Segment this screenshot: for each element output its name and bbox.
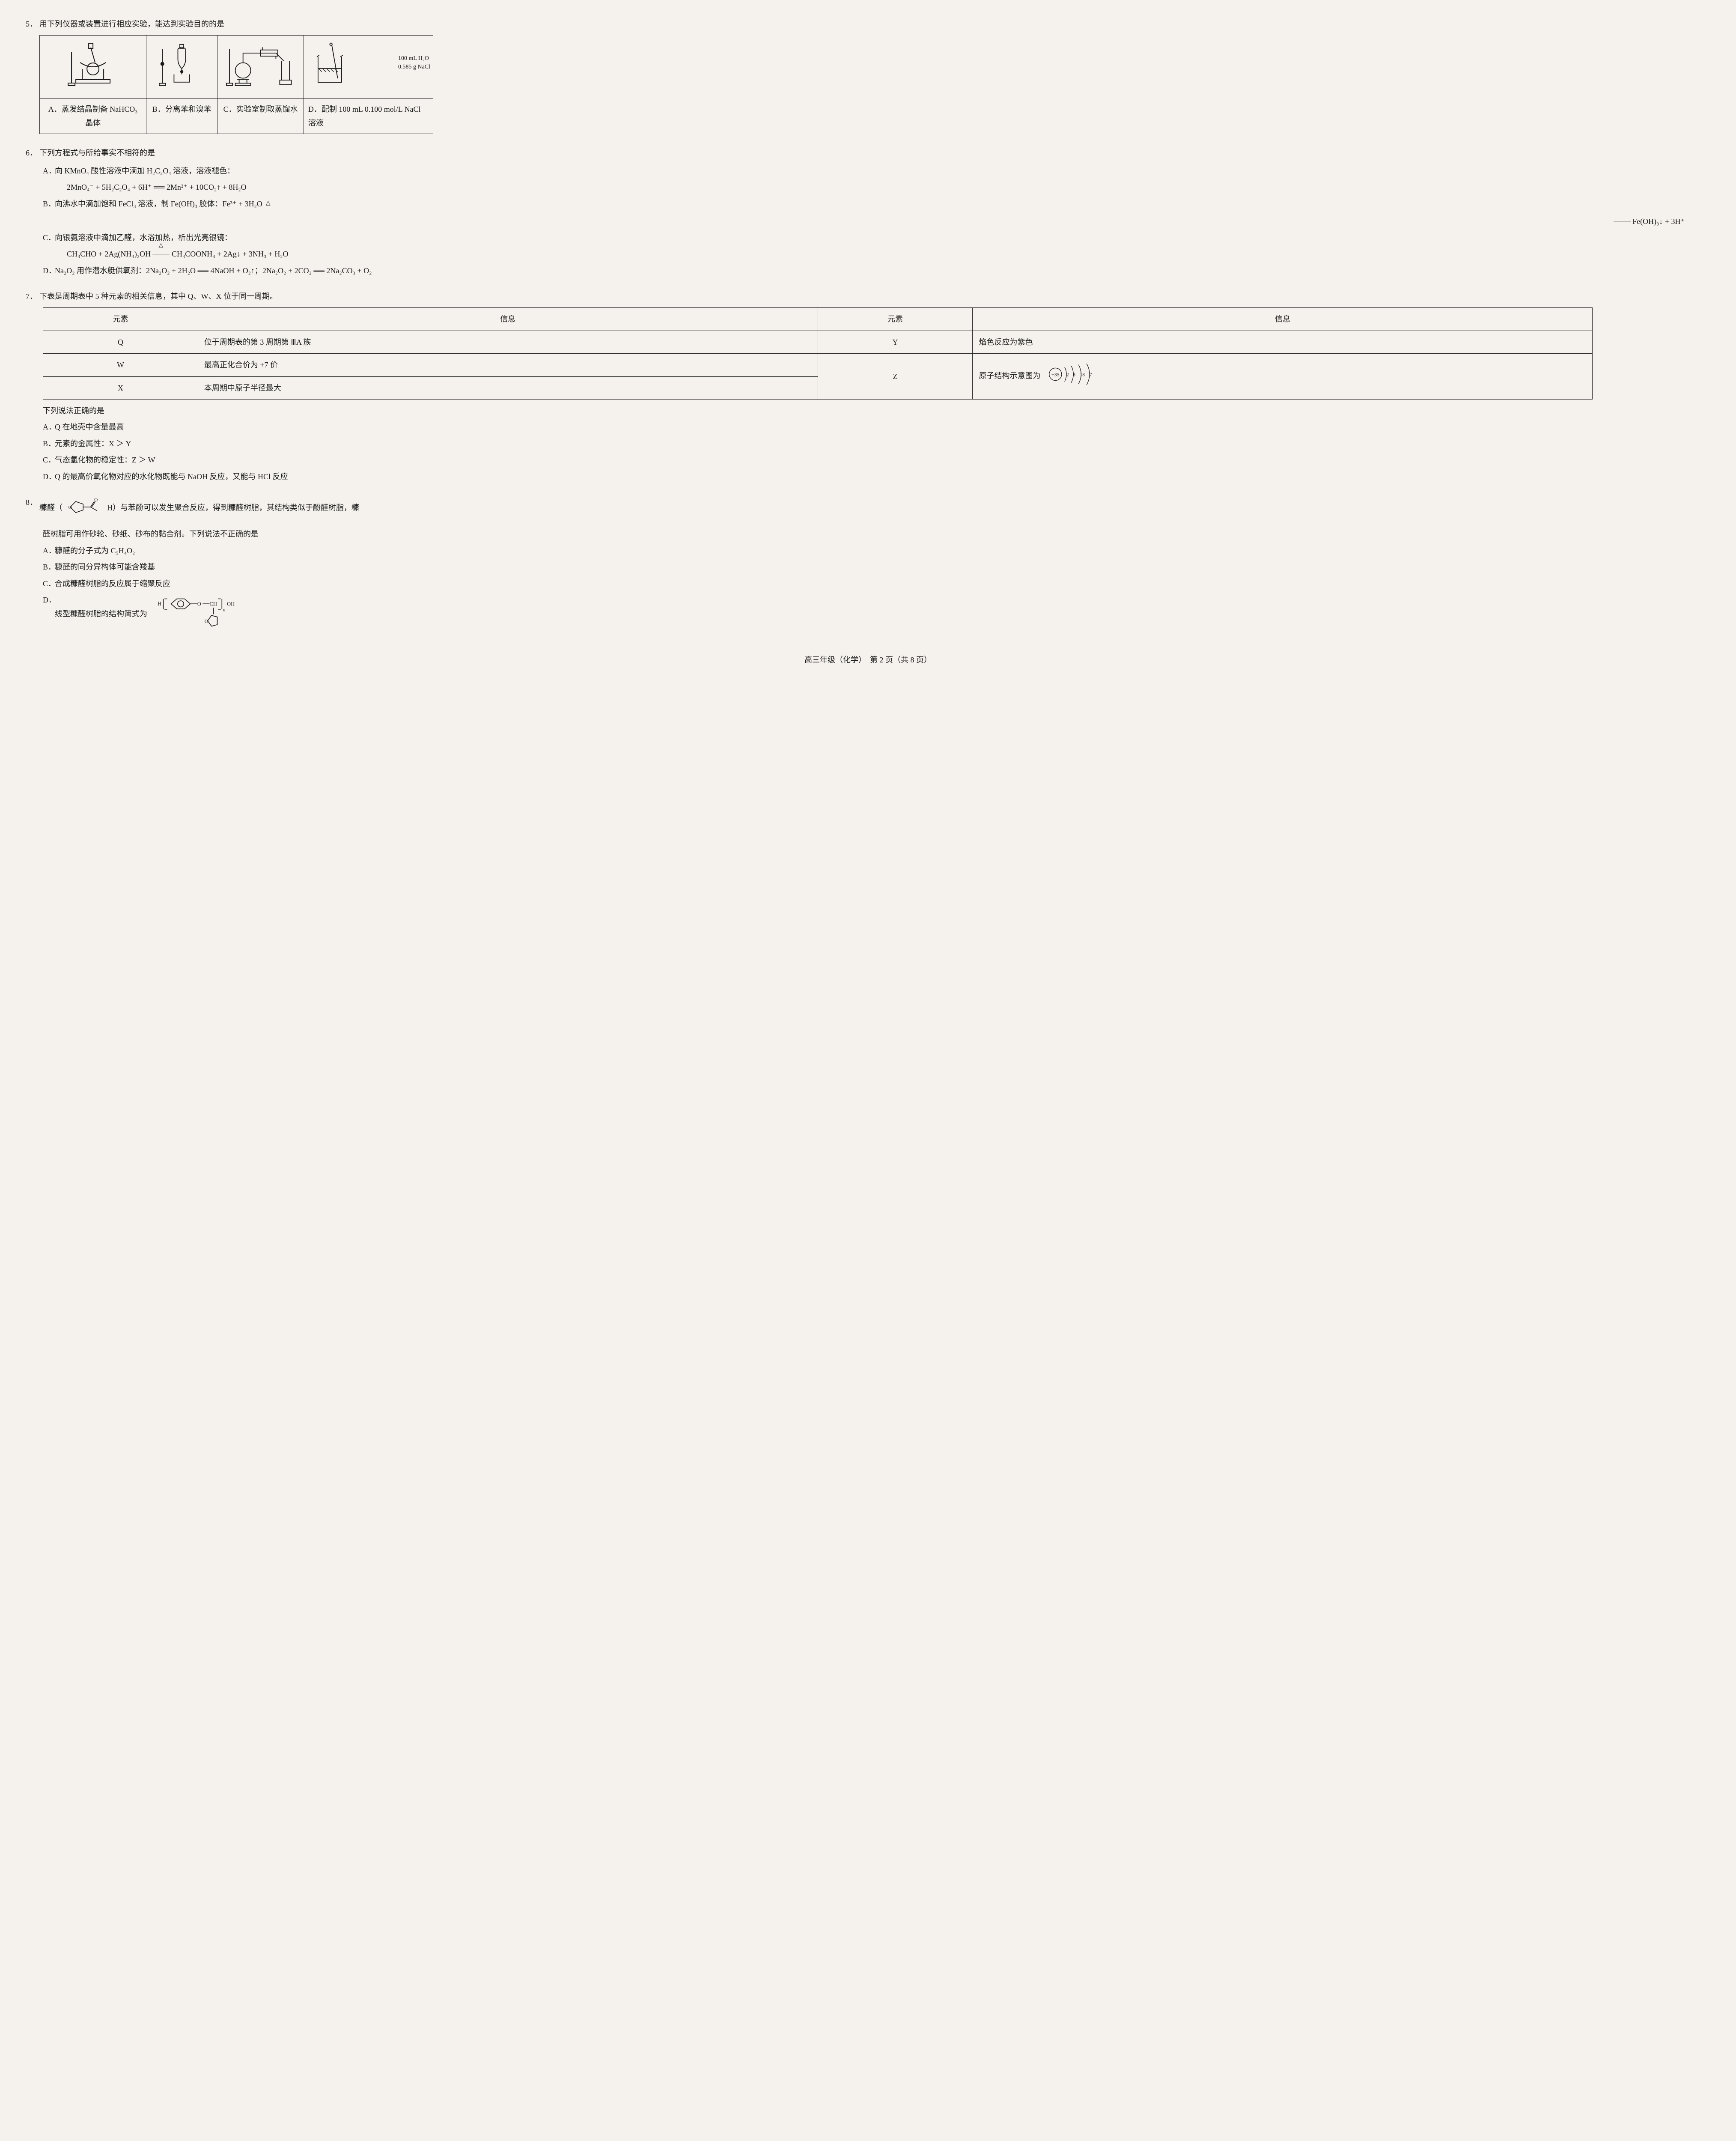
triangle-icon: △ [158, 240, 163, 251]
q6-b-text: 向沸水中滴加饱和 FeCl₃ 溶液，制 Fe(OH)₃ 胶体：Fe³⁺ + 3H… [55, 197, 1710, 225]
question-5: 5． 用下列仪器或装置进行相应实验，能达到实验目的的是 [26, 17, 1710, 134]
q7-cell-X: X [43, 376, 198, 399]
q6-option-c: C． 向银氨溶液中滴加乙醛，水浴加热，析出光亮银镜： [43, 231, 1710, 245]
q5-apparatus-table: 100 mL H₂O 0.585 g NaCl A．蒸发结晶制备 NaHCO₃ … [39, 35, 433, 134]
q8-number: 8． [26, 495, 39, 521]
q6-number: 6． [26, 146, 39, 160]
svg-text:H: H [158, 601, 161, 607]
q6-a-equation: 2MnO₄⁻ + 5H₂C₂O₄ + 6H⁺ ══ 2Mn²⁺ + 10CO₂↑… [67, 180, 1710, 194]
svg-text:CH: CH [209, 601, 217, 607]
q7-info-Y: 焰色反应为紫色 [973, 331, 1593, 353]
q6-c-equation: CH₃CHO + 2Ag(NH₃)₂OH △ CH₃COONH₄ + 2Ag↓ … [67, 247, 1710, 261]
q5-option-b: B．分离苯和溴苯 [146, 98, 217, 134]
atom-structure-icon: +35 2 8 18 7 [1045, 361, 1114, 391]
q6-option-a: A． 向 KMnO₄ 酸性溶液中滴加 H₂C₂O₄ 溶液，溶液褪色： [43, 164, 1710, 178]
distillation-icon [222, 39, 299, 90]
q7-cell-Z: Z [818, 354, 973, 400]
evaporating-dish-icon [44, 39, 142, 90]
q8-stem2: 醛树脂可用作砂轮、砂纸、砂布的黏合剂。下列说法不正确的是 [43, 527, 1710, 541]
svg-text:+35: +35 [1051, 371, 1060, 377]
svg-text:O: O [204, 618, 208, 624]
q6-d-text: Na₂O₂ 用作潜水艇供氧剂：2Na₂O₂ + 2H₂O ══ 4NaOH + … [55, 264, 1710, 277]
q6-options: A． 向 KMnO₄ 酸性溶液中滴加 H₂C₂O₄ 溶液，溶液褪色： 2MnO₄… [43, 164, 1710, 277]
svg-text:OH: OH [227, 601, 235, 607]
q7-info-Z: 原子结构示意图为 +35 2 8 18 7 [973, 354, 1593, 400]
q8-options: A．糠醛的分子式为 C₅H₄O₂ B．糠醛的同分异构体可能含羧基 C．合成糠醛树… [43, 544, 1710, 636]
q7-option-a: A．Q 在地壳中含量最高 [43, 420, 1710, 434]
q7-th-info2: 信息 [973, 308, 1593, 331]
q6-option-d: D． Na₂O₂ 用作潜水艇供氧剂：2Na₂O₂ + 2H₂O ══ 4NaOH… [43, 264, 1710, 277]
q7-cell-Y: Y [818, 331, 973, 353]
svg-text:O: O [197, 601, 201, 607]
polymer-structure-icon: H O CH n OH [155, 593, 253, 636]
q7-th-info1: 信息 [198, 308, 818, 331]
q6-c-text: 向银氨溶液中滴加乙醛，水浴加热，析出光亮银镜： [55, 231, 1710, 245]
q7-option-d: D．Q 的最高价氧化物对应的水化物既能与 NaOH 反应，又能与 HCl 反应 [43, 470, 1710, 483]
q6-stem: 6． 下列方程式与所给事实不相符的是 [26, 146, 1710, 160]
q8-option-b: B．糠醛的同分异构体可能含羧基 [43, 560, 1710, 574]
question-7: 7． 下表是周期表中 5 种元素的相关信息，其中 Q、W、X 位于同一周期。 元… [26, 289, 1710, 483]
q5-option-c: C．实验室制取蒸馏水 [217, 98, 304, 134]
q5-cell-d-image: 100 mL H₂O 0.585 g NaCl [304, 36, 433, 98]
q5-cell-c-image [217, 36, 304, 98]
furfural-structure-icon: O O [65, 495, 105, 521]
q5-text: 用下列仪器或装置进行相应实验，能达到实验目的的是 [39, 17, 1710, 31]
q5-number: 5． [26, 17, 39, 31]
q7-cell-Q: Q [43, 331, 198, 353]
q5-stem: 5． 用下列仪器或装置进行相应实验，能达到实验目的的是 [26, 17, 1710, 31]
q5-option-a: A．蒸发结晶制备 NaHCO₃ 晶体 [40, 98, 146, 134]
q5-option-d: D．配制 100 mL 0.100 mol/L NaCl 溶液 [304, 98, 433, 134]
q6-a-text: 向 KMnO₄ 酸性溶液中滴加 H₂C₂O₄ 溶液，溶液褪色： [55, 164, 1710, 178]
q7-cell-W: W [43, 354, 198, 376]
svg-text:2: 2 [1066, 372, 1069, 377]
triangle-icon: △ [264, 200, 270, 206]
q6-text: 下列方程式与所给事实不相符的是 [39, 146, 1710, 160]
svg-text:8: 8 [1073, 372, 1075, 377]
q6-option-b: B． 向沸水中滴加饱和 FeCl₃ 溶液，制 Fe(OH)₃ 胶体：Fe³⁺ +… [43, 197, 1710, 225]
q7-info-Q: 位于周期表的第 3 周期第 ⅢA 族 [198, 331, 818, 353]
q7-th-element2: 元素 [818, 308, 973, 331]
question-6: 6． 下列方程式与所给事实不相符的是 A． 向 KMnO₄ 酸性溶液中滴加 H₂… [26, 146, 1710, 278]
q5-cell-a-image [40, 36, 146, 98]
q7-option-b: B．元素的金属性：X ＞ Y [43, 437, 1710, 450]
page-footer: 高三年级（化学） 第 2 页（共 8 页） [26, 653, 1710, 667]
question-8: 8． 糠醛（ O O H）与苯酚可以发生聚合反应，得到糠醛树脂，其结构类似于酚醛 [26, 495, 1710, 636]
q7-th-element1: 元素 [43, 308, 198, 331]
svg-text:n: n [223, 607, 225, 612]
q7-substem: 下列说法正确的是 [43, 404, 1710, 417]
q8-text: 糠醛（ O O H）与苯酚可以发生聚合反应，得到糠醛树脂，其结构类似于酚醛树脂，… [39, 495, 1710, 521]
svg-text:O: O [68, 505, 71, 510]
svg-text:O: O [94, 497, 98, 502]
svg-text:18: 18 [1080, 372, 1085, 377]
q7-stem: 7． 下表是周期表中 5 种元素的相关信息，其中 Q、W、X 位于同一周期。 [26, 289, 1710, 303]
q8-stem: 8． 糠醛（ O O H）与苯酚可以发生聚合反应，得到糠醛树脂，其结构类似于酚醛 [26, 495, 1710, 521]
beaker-icon [308, 39, 355, 90]
q7-info-W: 最高正化合价为 +7 价 [198, 354, 818, 376]
q7-info-X: 本周期中原子半径最大 [198, 376, 818, 399]
q8-option-a: A．糠醛的分子式为 C₅H₄O₂ [43, 544, 1710, 558]
q7-text: 下表是周期表中 5 种元素的相关信息，其中 Q、W、X 位于同一周期。 [39, 289, 1710, 303]
q7-option-c: C．气态氢化物的稳定性：Z ＞ W [43, 453, 1710, 467]
q8-option-c: C．合成糠醛树脂的反应属于缩聚反应 [43, 577, 1710, 590]
q7-number: 7． [26, 289, 39, 303]
q5-cell-b-image [146, 36, 217, 98]
q5-d-annotation: 100 mL H₂O 0.585 g NaCl [398, 54, 430, 71]
svg-text:7: 7 [1090, 372, 1092, 377]
q7-elements-table: 元素 信息 元素 信息 Q 位于周期表的第 3 周期第 ⅢA 族 Y 焰色反应为… [43, 307, 1593, 400]
separating-funnel-icon [151, 39, 213, 90]
q8-option-d: D． 线型糠醛树脂的结构简式为 H O CH [43, 593, 1710, 636]
q7-options: A．Q 在地壳中含量最高 B．元素的金属性：X ＞ Y C．气态氢化物的稳定性：… [43, 420, 1710, 483]
